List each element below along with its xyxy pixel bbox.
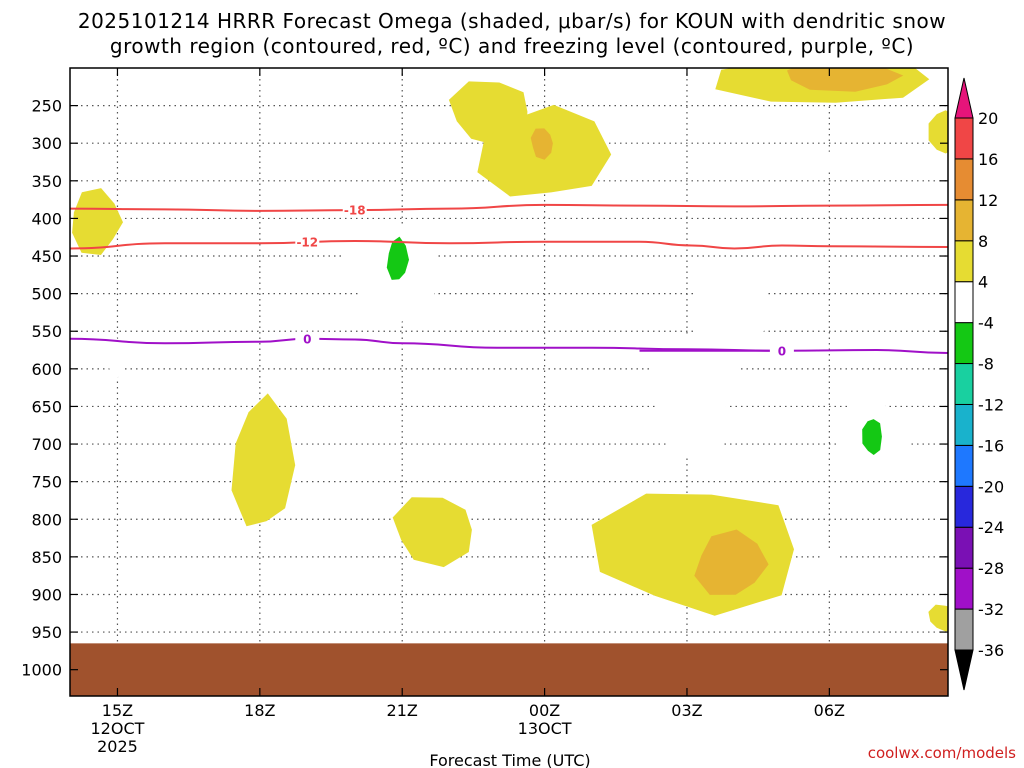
y-tick-label: 1000 <box>21 661 62 680</box>
omega-region <box>815 547 845 588</box>
omega-region <box>581 68 640 80</box>
surface-terrain <box>70 643 948 696</box>
contour-label-bg <box>342 203 367 218</box>
omega-region <box>72 188 123 255</box>
colorbar-under-triangle <box>954 649 974 691</box>
plot-frame <box>69 67 949 697</box>
y-tick-label: 300 <box>31 134 62 153</box>
colorbar-segment <box>954 403 974 446</box>
colorbar-segment <box>954 240 974 283</box>
colorbar-segment <box>954 485 974 528</box>
x-tick-label: 18Z <box>244 701 275 720</box>
x-tick-label: 00Z <box>529 701 560 720</box>
colorbar-label: -4 <box>978 314 994 333</box>
contour-label-bg <box>295 235 320 250</box>
colorbar-label: -24 <box>978 518 1004 537</box>
x-tick-sublabel: 12OCT <box>91 719 145 738</box>
y-tick-label: 550 <box>31 322 62 341</box>
omega-region <box>392 497 472 568</box>
omega-region <box>817 150 852 173</box>
contour-label: -18 <box>344 204 366 218</box>
chart-title-line-2: growth region (contoured, red, ºC) and f… <box>109 34 915 58</box>
x-tick-sublabel: 2025 <box>97 737 138 756</box>
plot-area: -18 -12 0 0 <box>70 68 948 696</box>
contour-label: -12 <box>296 236 318 250</box>
omega-region <box>386 236 409 280</box>
x-tick-sublabel: 13OCT <box>518 719 572 738</box>
omega-region <box>862 419 882 455</box>
colorbar-label: 4 <box>978 273 988 292</box>
colorbar: -36 -32 -28 -24 -20 -16 -12 -8 -4 4 8 12 16 20 <box>954 77 1004 691</box>
omega-region <box>935 505 948 524</box>
y-tick-label: 650 <box>31 397 62 416</box>
colorbar-label: 16 <box>978 150 998 169</box>
colorbar-label: -32 <box>978 600 1004 619</box>
contour-label-bg <box>769 343 794 358</box>
colorbar-segment <box>954 158 974 201</box>
colorbar-label: -36 <box>978 641 1004 660</box>
colorbar-label: -28 <box>978 559 1004 578</box>
x-tick-label: 03Z <box>671 701 702 720</box>
omega-region <box>591 493 794 616</box>
colorbar-label: 20 <box>978 109 998 128</box>
y-tick-label: 800 <box>31 510 62 529</box>
x-axis-label: Forecast Time (UTC) <box>429 751 590 768</box>
colorbar-segment <box>954 567 974 610</box>
colorbar-label: -16 <box>978 436 1004 455</box>
x-tick-label: 15Z <box>102 701 133 720</box>
colorbar-label: 8 <box>978 232 988 251</box>
colorbar-segment <box>954 444 974 487</box>
colorbar-label: -12 <box>978 395 1004 414</box>
contour-dgz_-12 <box>70 239 948 250</box>
y-tick-label: 350 <box>31 172 62 191</box>
y-tick-label: 400 <box>31 209 62 228</box>
y-tick-label: 500 <box>31 285 62 304</box>
y-tick-label: 950 <box>31 623 62 642</box>
contour-label: 0 <box>778 344 786 358</box>
omega-region <box>106 336 123 380</box>
colorbar-segment <box>954 117 974 160</box>
y-tick-label: 750 <box>31 473 62 492</box>
colorbar-segment <box>954 281 974 324</box>
credit-link[interactable]: coolwx.com/models <box>868 744 1016 762</box>
y-tick-label: 450 <box>31 247 62 266</box>
colorbar-over-triangle <box>954 77 974 119</box>
omega-region <box>657 374 728 458</box>
contour-label-bg <box>295 331 320 346</box>
omega-region <box>928 604 948 632</box>
y-tick-label: 700 <box>31 435 62 454</box>
y-tick-label: 900 <box>31 585 62 604</box>
y-tick-label: 600 <box>31 360 62 379</box>
omega-region <box>928 110 948 154</box>
contour-label: 0 <box>303 332 311 346</box>
colorbar-label: 12 <box>978 191 998 210</box>
omega-region <box>689 261 772 349</box>
omega-region <box>787 68 904 92</box>
x-tick-label: 06Z <box>814 701 845 720</box>
omega-region <box>694 529 769 595</box>
colorbar-label: -20 <box>978 477 1004 496</box>
contour-freezing_0 <box>70 337 948 355</box>
colorbar-segment <box>954 363 974 405</box>
colorbar-segment <box>954 199 974 242</box>
y-tick-label: 250 <box>31 97 62 116</box>
colorbar-segment <box>954 608 974 651</box>
y-tick-label: 850 <box>31 548 62 567</box>
omega-region <box>231 393 296 527</box>
plot-clip-group: -18 -12 0 0 <box>70 68 948 696</box>
colorbar-label: -8 <box>978 355 994 374</box>
axes: 250 300 350 400 450 500 550 600 650 700 750 800 850 9… <box>21 67 949 756</box>
contour-dgz_-18 <box>70 203 948 212</box>
omega-region <box>530 128 553 160</box>
colorbar-segment <box>954 526 974 569</box>
x-tick-label: 21Z <box>387 701 418 720</box>
chart-title-line-1: 2025101214 HRRR Forecast Omega (shaded, … <box>77 9 947 33</box>
colorbar-segment <box>954 322 974 365</box>
